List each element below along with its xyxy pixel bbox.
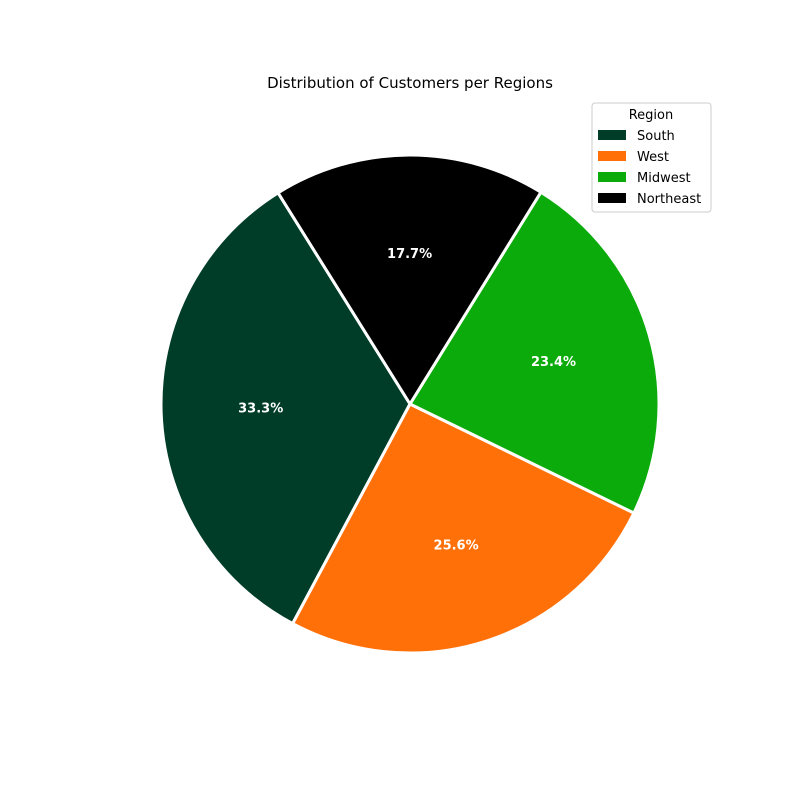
- legend-items: South West Midwest Northeast: [598, 129, 701, 207]
- pie-percentage-labels: 33.3% 25.6% 23.4% 17.7%: [238, 247, 576, 553]
- legend-label-south: South: [637, 129, 675, 144]
- pie-slice-west: [291, 402, 636, 655]
- legend-label-west: West: [637, 150, 669, 165]
- chart-title: Distribution of Customers per Regions: [267, 74, 553, 92]
- pct-label-west: 25.6%: [434, 539, 479, 554]
- legend-swatch-midwest: [598, 172, 626, 182]
- pie-slice-south: [159, 191, 412, 626]
- pie-slice-midwest: [408, 190, 661, 515]
- pct-label-midwest: 23.4%: [531, 355, 576, 370]
- pie-wedges: [159, 153, 661, 655]
- legend-label-midwest: Midwest: [637, 171, 691, 186]
- pie-slice-northeast: [276, 153, 543, 406]
- legend-swatch-northeast: [598, 193, 626, 203]
- legend-title: Region: [629, 108, 674, 123]
- legend-swatch-south: [598, 130, 626, 140]
- legend-swatch-west: [598, 151, 626, 161]
- pct-label-south: 33.3%: [238, 402, 283, 417]
- pct-label-northeast: 17.7%: [387, 247, 432, 262]
- legend: Region South West Midwest Northeast: [591, 102, 712, 213]
- legend-label-northeast: Northeast: [637, 192, 701, 207]
